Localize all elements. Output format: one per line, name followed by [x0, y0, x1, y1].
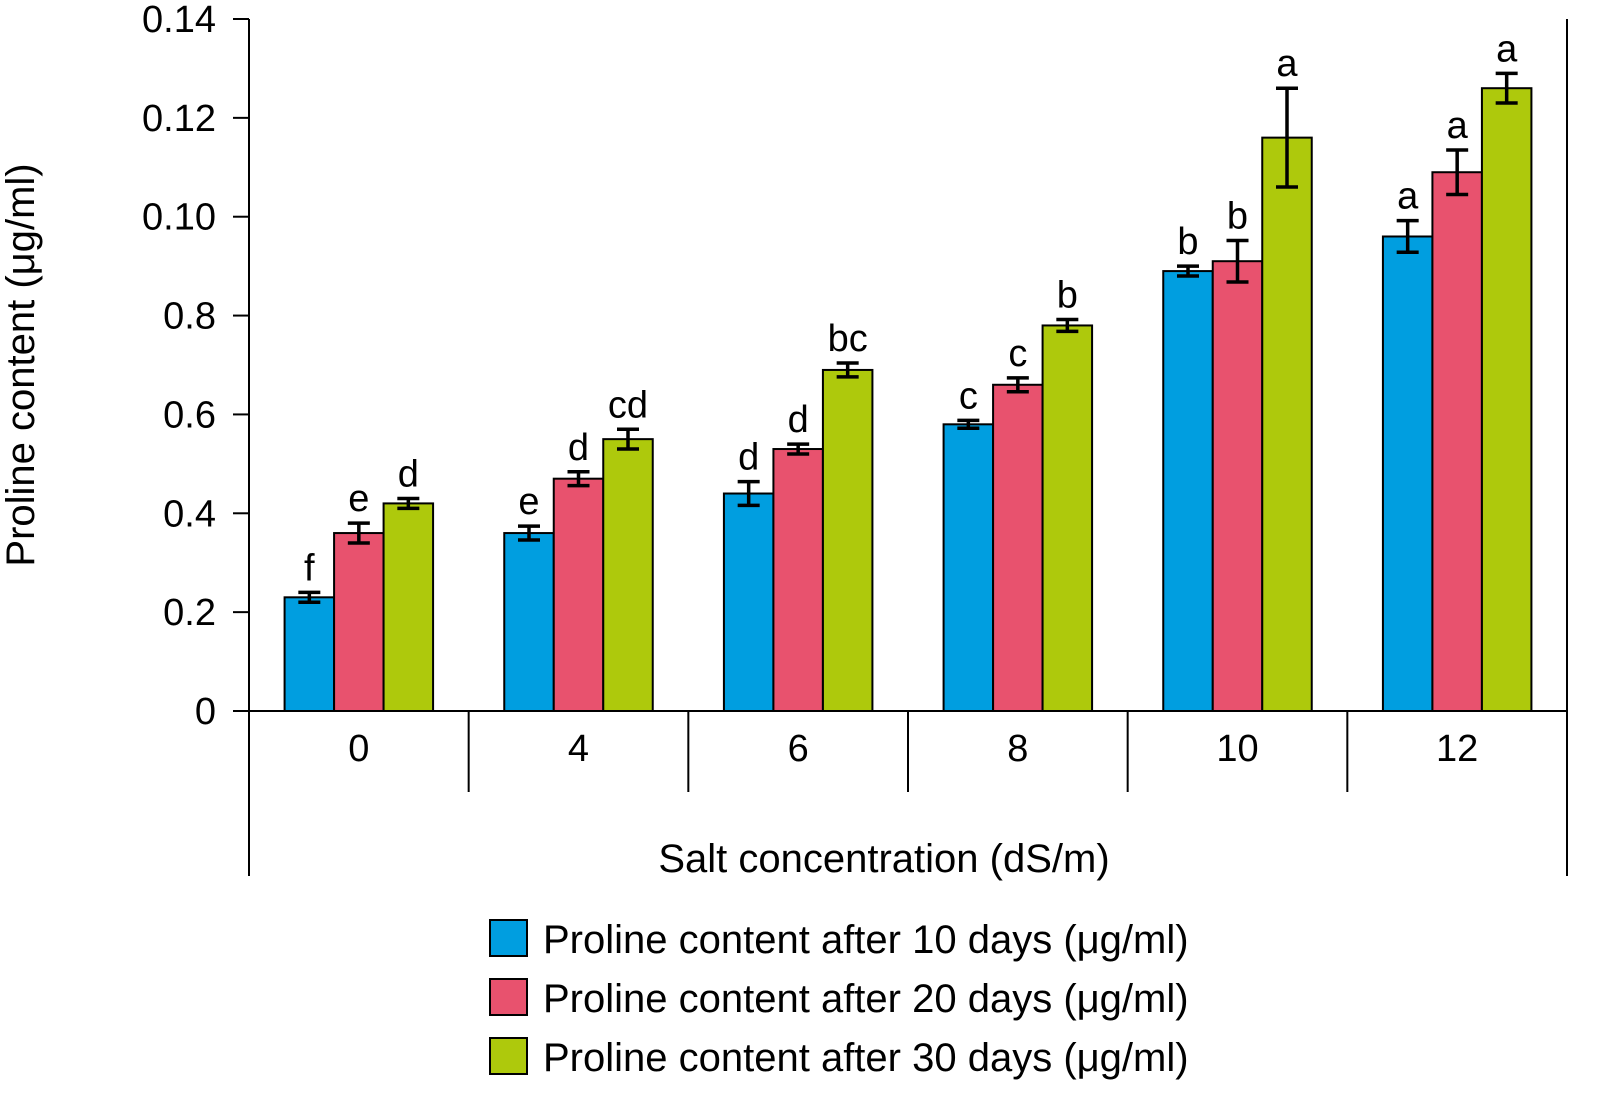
legend-swatch [489, 1037, 528, 1075]
legend-label: Proline content after 30 days (μg/ml) [543, 1036, 1189, 1080]
x-tick-label: 10 [1216, 728, 1258, 770]
significance-letter: d [738, 437, 759, 479]
legend-swatch [489, 978, 528, 1016]
bar [1041, 324, 1094, 712]
significance-letter: a [1276, 43, 1298, 85]
bar [772, 448, 824, 712]
x-tick-label: 4 [568, 728, 589, 770]
error-bar [1446, 148, 1469, 197]
bar [503, 532, 555, 712]
bar [283, 596, 336, 712]
bar [602, 438, 654, 712]
error-bar [1177, 264, 1199, 278]
legend-label: Proline content after 10 days (μg/ml) [543, 918, 1189, 962]
error-bar [1056, 317, 1079, 334]
significance-letter: a [1397, 176, 1419, 218]
error-bar [1495, 71, 1518, 105]
error-bar [1226, 238, 1249, 284]
bar [552, 477, 605, 712]
error-bar [1006, 376, 1029, 394]
significance-letter: b [1227, 195, 1248, 237]
error-bar [1276, 86, 1298, 189]
x-tick-label: 6 [788, 728, 809, 770]
bar [1381, 235, 1434, 712]
significance-letter: b [1177, 221, 1198, 263]
y-tick-label: 0.8 [163, 296, 216, 338]
significance-letter: c [1008, 333, 1027, 375]
bar [1431, 171, 1483, 712]
bar [1261, 136, 1313, 712]
x-tick-label: 0 [348, 728, 369, 770]
error-bar [617, 427, 639, 451]
significance-letter: cd [608, 384, 648, 426]
error-bar [836, 361, 859, 379]
significance-letter: e [348, 478, 369, 520]
x-axis-label: Salt concentration (dS/m) [658, 837, 1109, 881]
significance-letter: d [568, 427, 589, 469]
bar [722, 492, 775, 712]
y-axis-label: Proline content (μg/ml) [0, 163, 43, 566]
error-bar [298, 590, 321, 605]
legend-label: Proline content after 20 days (μg/ml) [543, 977, 1189, 1021]
y-tick-label: 0.6 [163, 394, 216, 436]
y-tick-label: 0.4 [163, 493, 216, 535]
error-bar [567, 470, 590, 488]
error-bar [737, 479, 760, 508]
y-tick-label: 0 [195, 691, 216, 733]
bar [333, 532, 385, 712]
legend-swatch [489, 919, 528, 957]
error-bar [787, 442, 810, 456]
bar [1480, 87, 1533, 712]
bar [1211, 260, 1264, 712]
x-tick-label: 8 [1007, 728, 1028, 770]
y-tick-label: 0.10 [142, 197, 216, 239]
significance-letter: a [1447, 105, 1469, 147]
y-tick-label: 0.12 [142, 98, 216, 140]
error-bar [397, 496, 420, 511]
x-tick-label: 12 [1436, 728, 1478, 770]
significance-letter: f [304, 547, 315, 589]
significance-letter: bc [828, 318, 868, 360]
significance-letter: e [518, 481, 539, 523]
significance-letter: d [398, 453, 419, 495]
significance-letter: d [788, 399, 809, 441]
bar [382, 502, 435, 712]
significance-letter: b [1057, 275, 1078, 317]
y-tick-label: 0.2 [163, 592, 216, 634]
error-bar [518, 524, 540, 542]
significance-letter: c [959, 375, 978, 417]
error-bar [957, 418, 980, 431]
significance-letter: a [1496, 28, 1518, 70]
y-tick-label: 0.14 [142, 0, 216, 41]
error-bar [347, 521, 370, 545]
bar [1162, 270, 1214, 712]
error-bar [1396, 218, 1419, 255]
bar [821, 368, 874, 712]
bar [992, 383, 1044, 712]
bar [942, 423, 995, 712]
